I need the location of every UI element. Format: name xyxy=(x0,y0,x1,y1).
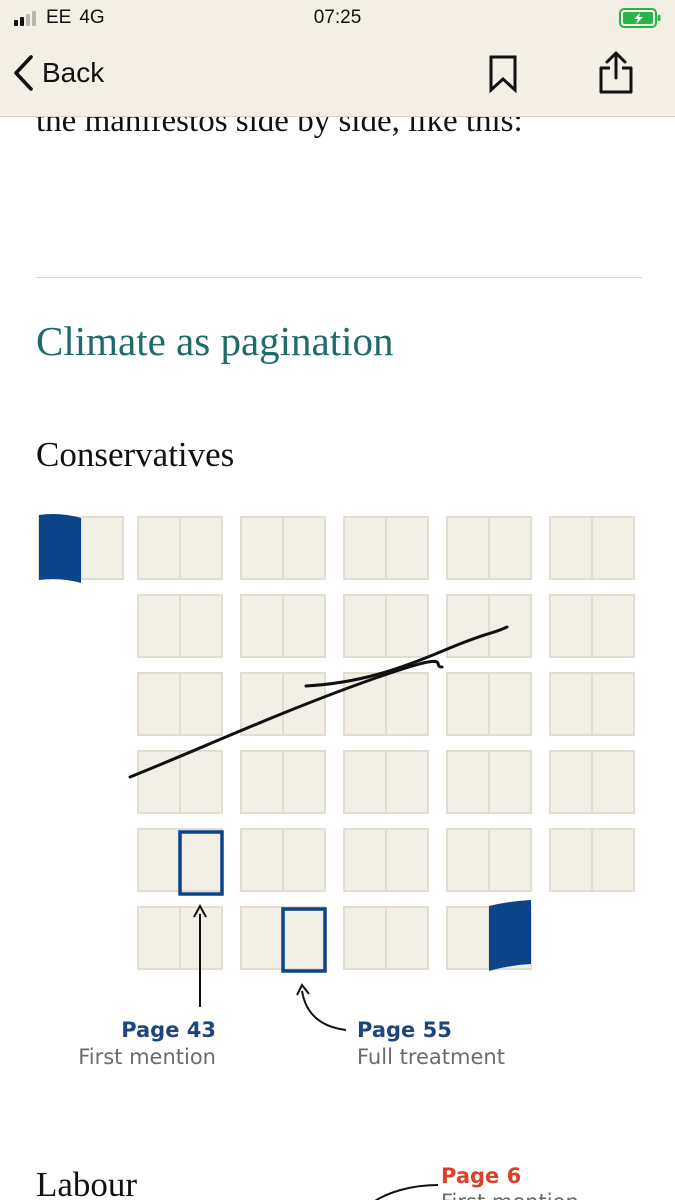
arrowhead-icon xyxy=(296,983,310,996)
pages-figure: Page 43 First mention Page 55 Full treat… xyxy=(38,514,635,1200)
status-bar: EE 4G 07:25 xyxy=(0,0,675,36)
callout-page-43: Page 43 xyxy=(121,1018,216,1042)
signal-strength-icon xyxy=(14,10,38,26)
status-time: 07:25 xyxy=(313,7,362,28)
chevron-left-icon xyxy=(14,55,33,91)
pages-grid xyxy=(38,516,635,970)
page-55-arrow xyxy=(301,990,347,1031)
callout-first-mention: First mention xyxy=(78,1045,216,1069)
share-icon xyxy=(599,51,633,94)
handwritten-stroke xyxy=(304,625,509,688)
article-content: the manifestos side by side, like this: … xyxy=(0,117,675,1200)
network-label: 4G xyxy=(79,7,105,28)
bookmark-button[interactable] xyxy=(486,54,520,99)
page-43-highlight xyxy=(178,830,224,896)
section-title: Climate as pagination xyxy=(36,318,394,364)
battery-charging-icon xyxy=(619,8,661,28)
back-button[interactable]: Back xyxy=(12,54,104,92)
callout-page-55: Page 55 xyxy=(357,1018,452,1042)
party-heading-labour: Labour xyxy=(36,1165,138,1200)
handwritten-stroke xyxy=(128,659,444,779)
intro-text: the manifestos side by side, like this: xyxy=(36,117,523,139)
section-divider xyxy=(36,277,642,278)
arrowhead-icon xyxy=(193,903,207,918)
share-button[interactable] xyxy=(596,50,636,101)
party-heading-conservatives: Conservatives xyxy=(36,435,235,474)
back-cover-highlight xyxy=(489,900,531,971)
back-label: Back xyxy=(42,57,105,88)
cover-page-highlight xyxy=(39,514,81,583)
callout-page-6: Page 6 xyxy=(441,1164,521,1188)
page-55-highlight xyxy=(281,907,327,973)
carrier-label: EE xyxy=(46,7,72,28)
status-left: EE 4G xyxy=(14,7,105,29)
labour-arrow xyxy=(374,1184,439,1200)
callout-full-treatment: Full treatment xyxy=(357,1045,505,1069)
callout-first-mention-labour: First mention xyxy=(441,1190,579,1200)
bookmark-icon xyxy=(489,55,517,94)
nav-bar: Back xyxy=(0,36,675,117)
